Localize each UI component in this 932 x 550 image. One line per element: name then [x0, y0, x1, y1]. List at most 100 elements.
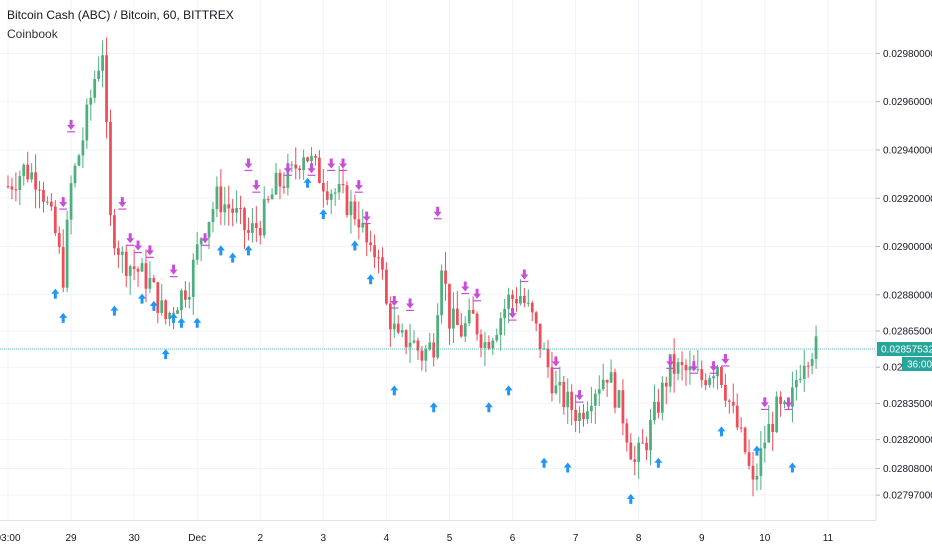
candle-body: [637, 442, 641, 462]
candle-body: [81, 140, 85, 156]
candle-body: [507, 294, 510, 309]
candle-body: [223, 204, 227, 213]
time-axis[interactable]: 03:00 29 30 Dec 2 3 4 5 6 7 8 9 10 11: [0, 533, 834, 544]
sell-arrow-icon: [760, 397, 769, 408]
candle-body: [38, 189, 41, 191]
candle-body: [629, 442, 633, 460]
buy-arrow-icon: [350, 240, 359, 251]
candle-body: [700, 369, 704, 381]
candle-body: [597, 389, 601, 394]
candle-body: [136, 268, 140, 272]
candle-body: [483, 342, 487, 348]
candle-body: [365, 222, 369, 243]
buy-arrow-icon: [540, 457, 549, 468]
candle-body: [755, 475, 759, 480]
candle-body: [522, 295, 526, 303]
candle-body: [148, 278, 152, 289]
candle-body: [286, 165, 290, 188]
candle-body: [593, 393, 597, 406]
candle-body: [727, 400, 731, 402]
candle-body: [274, 172, 278, 195]
candle-body: [6, 186, 10, 188]
candle-body: [578, 412, 581, 421]
candle-body: [231, 208, 235, 213]
sell-arrow-icon: [406, 298, 415, 309]
sell-arrow-icon: [473, 288, 482, 299]
sell-arrow-icon: [327, 158, 336, 169]
candle-body: [333, 192, 337, 194]
candle-body: [211, 209, 215, 223]
sell-arrow-icon: [433, 206, 442, 217]
candle-body: [207, 222, 211, 238]
buy-arrow-icon: [752, 445, 761, 456]
candle-body: [314, 155, 317, 158]
y-tick-label: 0.02940000: [883, 145, 932, 156]
candle-body: [794, 380, 798, 388]
candle-body: [93, 79, 97, 98]
candle-body: [515, 299, 518, 304]
candle-body: [191, 259, 195, 297]
candle-body: [448, 283, 451, 329]
candle-body: [381, 257, 384, 270]
sell-arrow-icon: [134, 240, 143, 251]
x-tick-label: 6: [510, 533, 516, 544]
candle-body: [235, 208, 239, 213]
candle-body: [641, 442, 645, 444]
y-tick-label: 0.02865000: [883, 326, 932, 337]
buy-arrow-icon: [149, 300, 158, 311]
sell-arrow-icon: [551, 356, 560, 367]
buy-arrow-icon: [59, 312, 68, 323]
y-tick-label: 0.02880000: [883, 290, 932, 301]
x-tick-label: Dec: [188, 533, 206, 544]
candle-body: [357, 219, 361, 228]
candle-body: [42, 189, 45, 202]
chart-title: Bitcoin Cash (ABC) / Bitcoin, 60, BITTRE…: [7, 8, 234, 22]
candle-body: [412, 340, 416, 343]
candle-body: [791, 387, 794, 407]
candle-body: [747, 452, 751, 466]
buy-arrow-icon: [177, 317, 186, 328]
candle-body: [519, 295, 522, 304]
candle-body: [369, 242, 373, 246]
candle-body: [538, 323, 542, 350]
candle-body: [18, 176, 22, 190]
candle-body: [558, 381, 562, 386]
sell-arrow-icon: [689, 361, 698, 372]
candle-body: [168, 312, 171, 320]
candle-body: [239, 208, 242, 210]
candle-body: [132, 266, 136, 269]
candle-body: [491, 340, 495, 349]
x-tick-label: 7: [573, 533, 579, 544]
candle-body: [120, 251, 124, 255]
candle-body: [680, 362, 684, 365]
price-axis[interactable]: 0.02980000 0.02960000 0.02940000 0.02920000…: [876, 49, 932, 502]
candle-body: [329, 193, 333, 200]
candle-body: [617, 390, 621, 408]
candle-body: [199, 238, 203, 245]
candle-body: [278, 172, 282, 187]
candle-body: [128, 266, 132, 276]
candle-body: [440, 270, 443, 316]
candle-body: [187, 296, 191, 300]
candle-body: [487, 342, 491, 349]
candle-body: [550, 367, 554, 394]
candle-body: [688, 366, 692, 371]
buy-arrow-icon: [216, 245, 225, 256]
candle-body: [546, 348, 550, 368]
candle-body: [605, 379, 609, 383]
sell-arrow-icon: [244, 158, 253, 169]
sell-arrow-icon: [390, 296, 399, 307]
candle-body: [388, 303, 392, 330]
buy-arrow-icon: [504, 385, 513, 396]
buy-arrow-icon: [110, 305, 119, 316]
candle-body: [396, 323, 400, 333]
candle-body: [282, 186, 286, 188]
candle-body: [720, 367, 723, 385]
candle-body: [775, 396, 779, 432]
y-tick-label: 0.02808000: [883, 464, 932, 475]
candle-body: [499, 318, 503, 335]
candle-body: [325, 191, 329, 200]
sell-arrow-icon: [339, 158, 348, 169]
indicator-name[interactable]: Coinbook: [7, 27, 58, 41]
